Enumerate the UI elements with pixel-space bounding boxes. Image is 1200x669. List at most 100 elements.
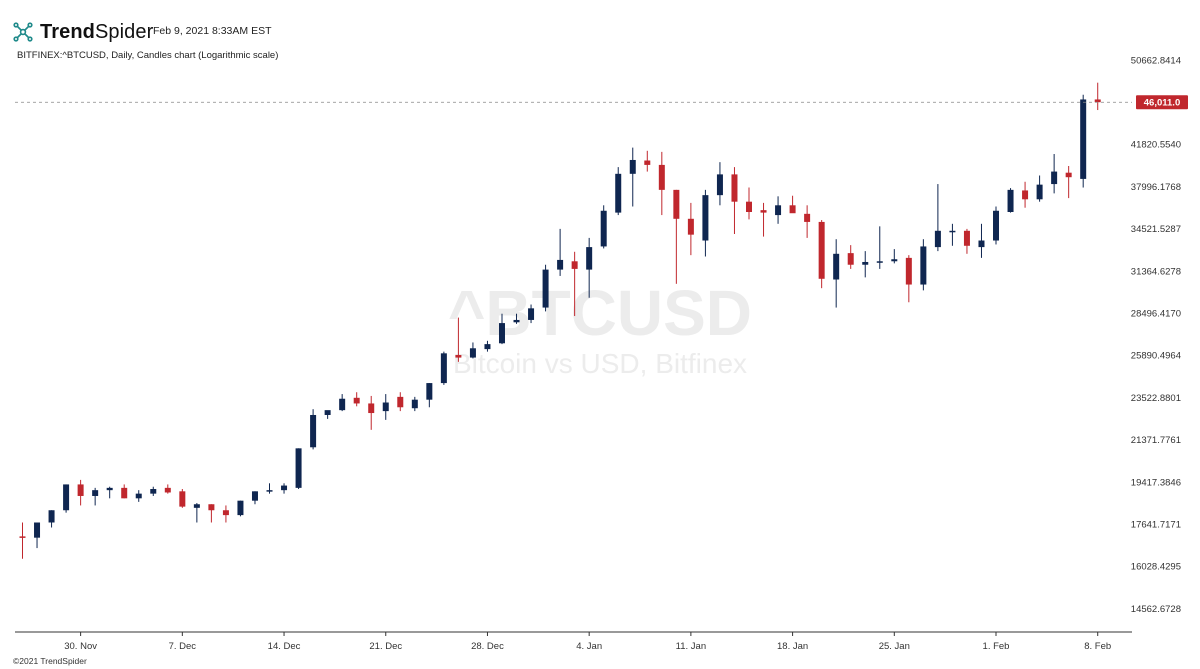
candle xyxy=(760,202,767,237)
candle xyxy=(571,251,578,317)
candle xyxy=(687,202,694,256)
candle-body xyxy=(440,353,447,384)
y-tick-label: 23522.8801 xyxy=(1131,393,1181,404)
candle-body xyxy=(731,174,738,202)
candle-body xyxy=(658,164,665,190)
header: TrendSpider xyxy=(12,18,153,46)
candle-body xyxy=(905,257,912,285)
candle-body xyxy=(63,484,70,511)
candle xyxy=(629,147,636,207)
candle-body xyxy=(19,536,26,538)
x-tick-label: 8. Feb xyxy=(1084,641,1111,652)
candle xyxy=(1007,188,1014,213)
candle-body xyxy=(542,269,549,308)
candle xyxy=(1022,181,1029,208)
x-tick-label: 25. Jan xyxy=(879,641,910,652)
y-tick-label: 34521.5287 xyxy=(1131,224,1181,235)
candle-body xyxy=(978,240,985,248)
candle-body xyxy=(760,210,767,213)
copyright: ©2021 TrendSpider xyxy=(13,656,87,666)
candle xyxy=(804,205,811,238)
candle xyxy=(426,383,433,408)
candle xyxy=(949,223,956,246)
candle-body xyxy=(193,504,200,508)
candle-body xyxy=(353,397,360,404)
candle xyxy=(978,223,985,258)
candle-body xyxy=(179,491,186,507)
candle xyxy=(281,483,288,494)
candle-body xyxy=(266,490,273,492)
candle xyxy=(789,195,796,214)
candle-body xyxy=(862,261,869,265)
x-tick-label: 11. Jan xyxy=(676,641,706,652)
candle-body xyxy=(818,221,825,279)
candle-body xyxy=(847,253,854,265)
candle-body xyxy=(426,383,433,400)
candle-body xyxy=(891,259,898,262)
candle-body xyxy=(368,403,375,414)
candle xyxy=(498,313,505,345)
candle xyxy=(266,483,273,494)
candle xyxy=(833,239,840,308)
candle xyxy=(411,396,418,412)
candle-body xyxy=(775,205,782,216)
candle xyxy=(586,237,593,298)
candle xyxy=(847,245,854,269)
chart-subtitle: BITFINEX:^BTCUSD, Daily, Candles chart (… xyxy=(17,50,279,61)
candle-body xyxy=(208,504,215,511)
candle xyxy=(876,226,883,269)
candle-body xyxy=(48,510,55,523)
candle xyxy=(353,392,360,407)
timestamp: Feb 9, 2021 8:33AM EST xyxy=(153,25,272,37)
candle xyxy=(934,184,941,252)
candle xyxy=(368,395,375,430)
candle-body xyxy=(455,355,462,358)
brand-name: TrendSpider xyxy=(40,21,153,44)
candle-body xyxy=(411,399,418,409)
candle xyxy=(731,167,738,235)
candle xyxy=(222,505,229,523)
candle xyxy=(310,409,317,450)
x-tick-label: 1. Feb xyxy=(983,641,1010,652)
candle-body xyxy=(629,159,636,174)
brand-bold: Trend xyxy=(40,20,95,43)
candle xyxy=(164,484,171,494)
candle xyxy=(615,167,622,216)
candle-body xyxy=(1007,189,1014,212)
y-tick-label: 14562.6728 xyxy=(1131,604,1181,615)
x-tick-label: 14. Dec xyxy=(268,641,301,652)
candle-body xyxy=(833,253,840,280)
candle-body xyxy=(382,402,389,412)
candle xyxy=(484,340,491,352)
candle xyxy=(19,522,26,559)
candle xyxy=(135,490,142,502)
y-tick-label: 50662.8414 xyxy=(1131,55,1181,66)
candle xyxy=(1080,94,1087,188)
candles xyxy=(19,82,1101,559)
candle-body xyxy=(920,246,927,285)
candle-body xyxy=(528,308,535,320)
candle-body xyxy=(600,210,607,247)
candle xyxy=(339,394,346,412)
candle-body xyxy=(469,348,476,358)
x-tick-label: 21. Dec xyxy=(369,641,402,652)
candle xyxy=(528,304,535,324)
candle xyxy=(295,448,302,490)
candle-body xyxy=(876,261,883,263)
candle xyxy=(397,392,404,412)
candle xyxy=(237,500,244,517)
current-price-tag: 46,011.0 xyxy=(1136,95,1188,110)
candle-body xyxy=(557,259,564,270)
watermark-symbol: ^BTCUSD xyxy=(448,277,752,349)
candle-body xyxy=(687,218,694,235)
candle-body xyxy=(993,210,1000,241)
candle xyxy=(542,264,549,312)
trendspider-logo-icon xyxy=(13,22,33,42)
watermark-description: Bitcoin vs USD, Bitfinex xyxy=(453,348,747,379)
candle xyxy=(513,313,520,324)
candle-body xyxy=(150,489,157,494)
candle-body xyxy=(934,230,941,248)
candle xyxy=(34,522,41,549)
candle-body xyxy=(716,174,723,196)
